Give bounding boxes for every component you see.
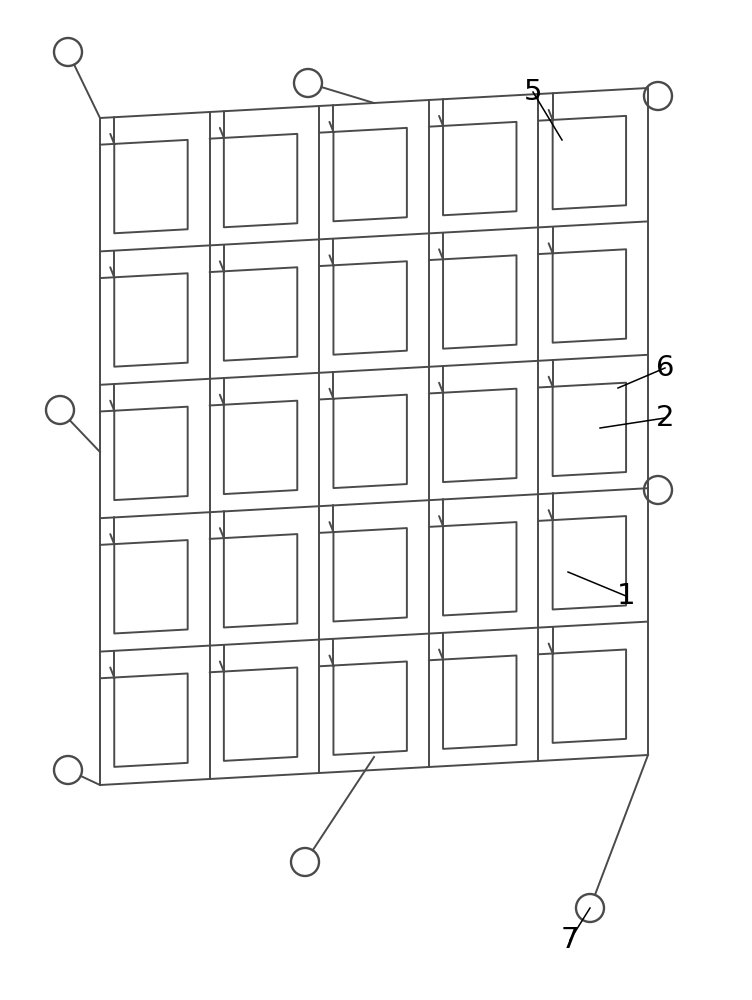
Text: 5: 5 xyxy=(523,78,542,106)
Text: 1: 1 xyxy=(617,582,635,610)
Text: 2: 2 xyxy=(656,404,675,432)
Text: 7: 7 xyxy=(561,926,579,954)
Text: 6: 6 xyxy=(656,354,675,382)
